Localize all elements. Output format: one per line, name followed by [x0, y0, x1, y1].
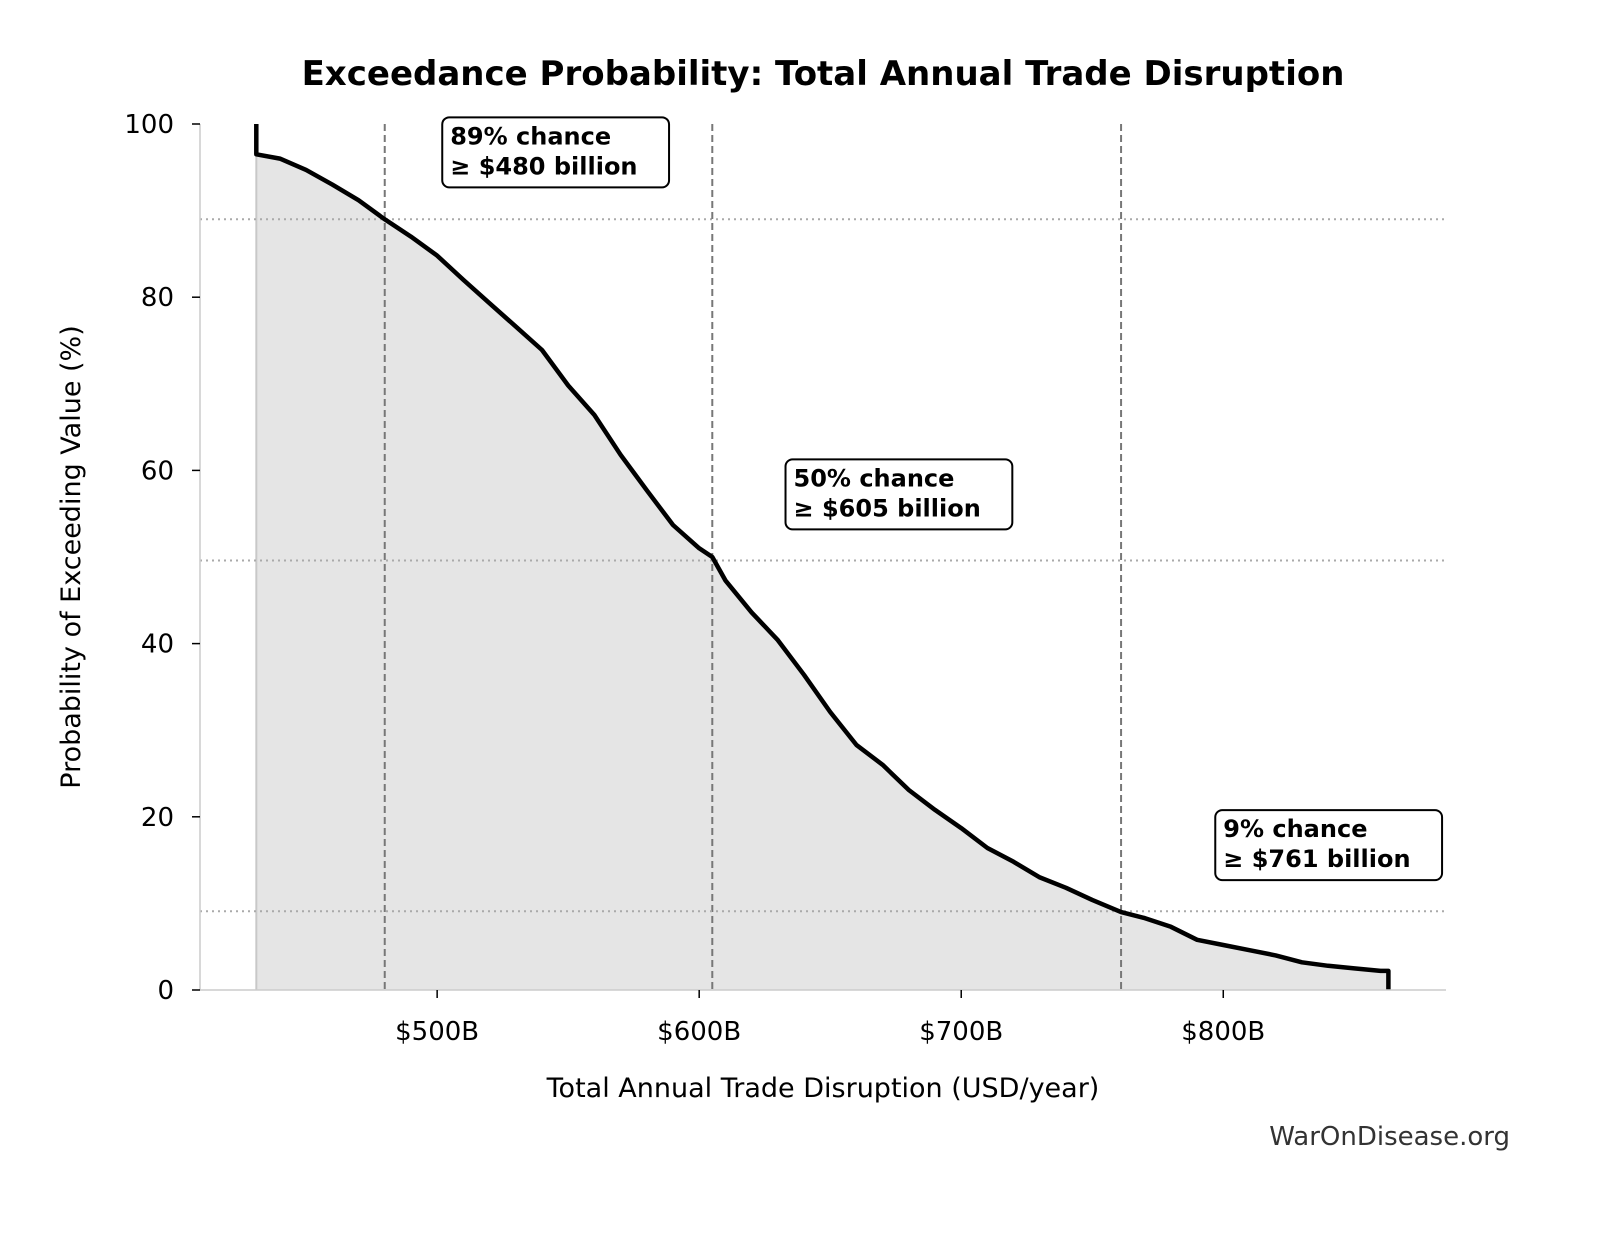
- annotation-line-2: ≥ $605 billion: [794, 494, 981, 522]
- y-tick-label: 40: [141, 630, 174, 660]
- annotation-line-1: 9% chance: [1223, 815, 1367, 843]
- watermark: WarOnDisease.org: [1269, 1122, 1510, 1152]
- chart-title: Exceedance Probability: Total Annual Tra…: [302, 54, 1345, 94]
- y-tick-label: 100: [124, 110, 174, 140]
- annotation-box: [784, 458, 1014, 531]
- annotation-line-1: 50% chance: [794, 464, 955, 492]
- y-tick-label: 0: [157, 976, 174, 1006]
- y-tick-label: 20: [141, 803, 174, 833]
- y-tick-label: 60: [141, 456, 174, 486]
- y-axis-label: Probability of Exceeding Value (%): [56, 325, 87, 788]
- annotation-line-2: ≥ $761 billion: [1223, 845, 1410, 873]
- annotation-line-2: ≥ $480 billion: [450, 152, 637, 180]
- y-tick-label: 80: [141, 283, 174, 313]
- x-tick-label: $700B: [919, 1017, 1003, 1047]
- x-axis-label: Total Annual Trade Disruption (USD/year): [546, 1073, 1100, 1104]
- annotation-box: [441, 116, 671, 189]
- exceedance-curve: [254, 124, 1391, 990]
- annotation-box: [1214, 809, 1444, 882]
- x-tick-label: $600B: [657, 1017, 741, 1047]
- annotation-line-1: 89% chance: [450, 122, 611, 150]
- x-tick-label: $500B: [395, 1017, 479, 1047]
- exceedance-area-fill: [256, 124, 1389, 990]
- x-tick-label: $800B: [1181, 1017, 1265, 1047]
